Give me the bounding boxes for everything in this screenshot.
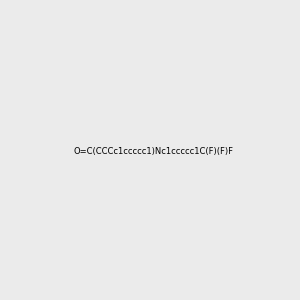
Text: O=C(CCCc1ccccc1)Nc1ccccc1C(F)(F)F: O=C(CCCc1ccccc1)Nc1ccccc1C(F)(F)F xyxy=(74,147,234,156)
